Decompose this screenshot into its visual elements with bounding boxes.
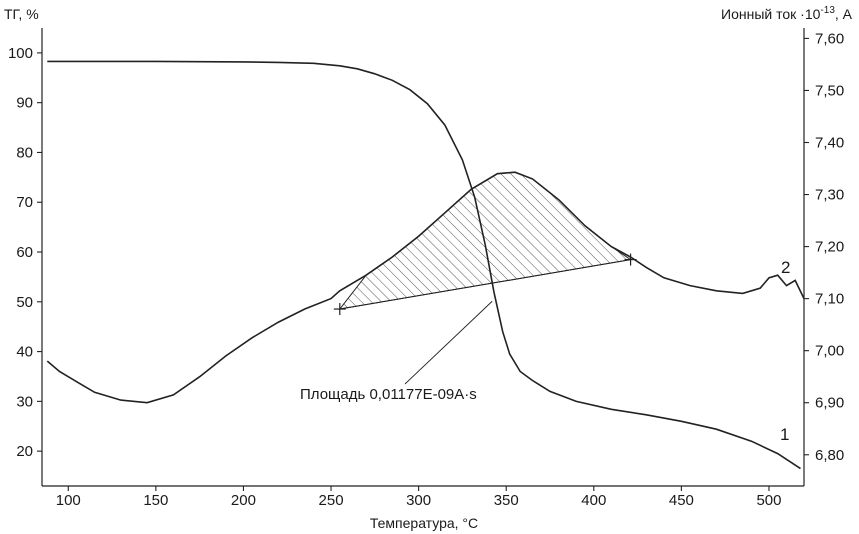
right-tick-label: 7,30: [815, 187, 844, 204]
right-tick-label: 7,50: [815, 82, 844, 99]
left-tick-label: 20: [16, 443, 33, 460]
right-tick-label: 7,20: [815, 239, 844, 256]
integration-baseline: [339, 259, 631, 310]
left-tick-label: 60: [16, 244, 33, 261]
left-tick-label: 70: [16, 194, 33, 211]
left-tick-label: 30: [16, 393, 33, 410]
x-axis-ticks: 100 150 200 250 300 350 400 450 500: [56, 486, 781, 509]
right-axis-title: Ионный ток ·10-13, A: [721, 5, 853, 22]
right-tick-label: 7,10: [815, 291, 844, 308]
x-tick-label: 200: [231, 492, 256, 509]
x-tick-label: 350: [494, 492, 519, 509]
left-tick-label: 80: [16, 144, 33, 161]
annotation-leader-line: [404, 300, 493, 385]
right-tick-label: 7,40: [815, 135, 844, 152]
series-2-ion-current-curve: [46, 171, 805, 404]
integration-markers: [333, 253, 637, 316]
right-tick-label: 7,60: [815, 30, 844, 47]
x-tick-label: 150: [143, 492, 168, 509]
x-axis-title: Температура, °C: [370, 515, 478, 531]
x-tick-label: 250: [319, 492, 344, 509]
x-tick-label: 500: [756, 492, 781, 509]
left-tick-label: 40: [16, 344, 33, 361]
left-tick-label: 50: [16, 294, 33, 311]
area-annotation-label: Площадь 0,01177E-09A·s: [300, 386, 477, 403]
left-tick-label: 100: [8, 45, 33, 62]
right-tick-label: 7,00: [815, 343, 844, 360]
left-axis-title: ТГ, %: [4, 6, 39, 22]
right-tick-label: 6,80: [815, 447, 844, 464]
series-2-label: 2: [781, 258, 790, 277]
series-1-tg-curve: [47, 60, 801, 470]
left-tick-label: 90: [16, 95, 33, 112]
x-tick-label: 450: [669, 492, 694, 509]
right-axis-ticks: 6,80 6,90 7,00 7,10 7,20 7,30 7,40 7,50 7,60: [804, 30, 844, 464]
x-tick-label: 300: [406, 492, 431, 509]
right-tick-label: 6,90: [815, 395, 844, 412]
integrated-area-region: [338, 171, 632, 310]
x-tick-label: 400: [581, 492, 606, 509]
x-tick-label: 100: [56, 492, 81, 509]
left-axis-ticks: 20 30 40 50 60 70 80 90 100: [8, 45, 42, 460]
series-1-label: 1: [780, 425, 789, 444]
